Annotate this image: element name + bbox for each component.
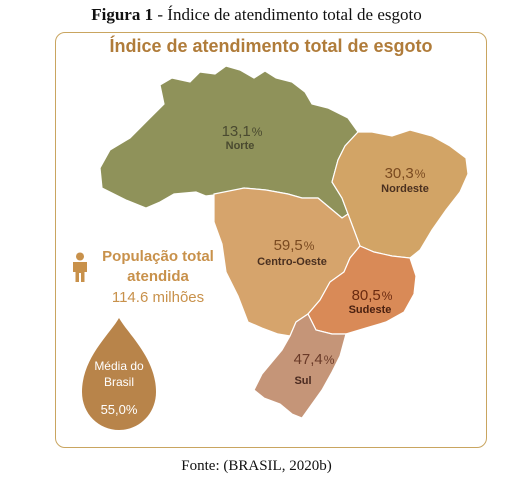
- norte-percentage: 13,1%: [222, 123, 263, 140]
- average-drop-shape: [82, 318, 156, 430]
- region-sul: [253, 313, 347, 419]
- sudeste-label: Sudeste: [349, 304, 392, 316]
- region-sudeste: [307, 245, 417, 335]
- centro-oeste-label: Centro-Oeste: [257, 256, 327, 268]
- average-label: Média do Brasil: [94, 359, 144, 389]
- figure-title: Índice de atendimento total de esgoto: [167, 5, 422, 24]
- panel-title: Índice de atendimento total de esgoto: [109, 36, 433, 56]
- figure-label: Figura 1: [91, 5, 154, 24]
- region-nordeste: [331, 129, 469, 259]
- figure-caption: Figura 1 - Índice de atendimento total d…: [0, 5, 513, 25]
- population-label: População total atendida: [102, 248, 214, 285]
- sul-percentage: 47,4%: [294, 351, 335, 368]
- centro-oeste-percentage: 59,5%: [274, 237, 315, 254]
- nordeste-percentage: 30,3%: [385, 165, 426, 182]
- person-icon: [73, 252, 87, 282]
- figure-separator: -: [153, 5, 168, 24]
- norte-label: Norte: [226, 140, 255, 152]
- figure-source: Fonte: (BRASIL, 2020b): [181, 458, 332, 474]
- population-value: 114.6 milhões: [111, 289, 205, 306]
- average-value: 55,0%: [100, 402, 138, 417]
- sudeste-percentage: 80,5%: [352, 287, 393, 304]
- nordeste-label: Nordeste: [381, 183, 429, 195]
- sul-label: Sul: [294, 375, 311, 387]
